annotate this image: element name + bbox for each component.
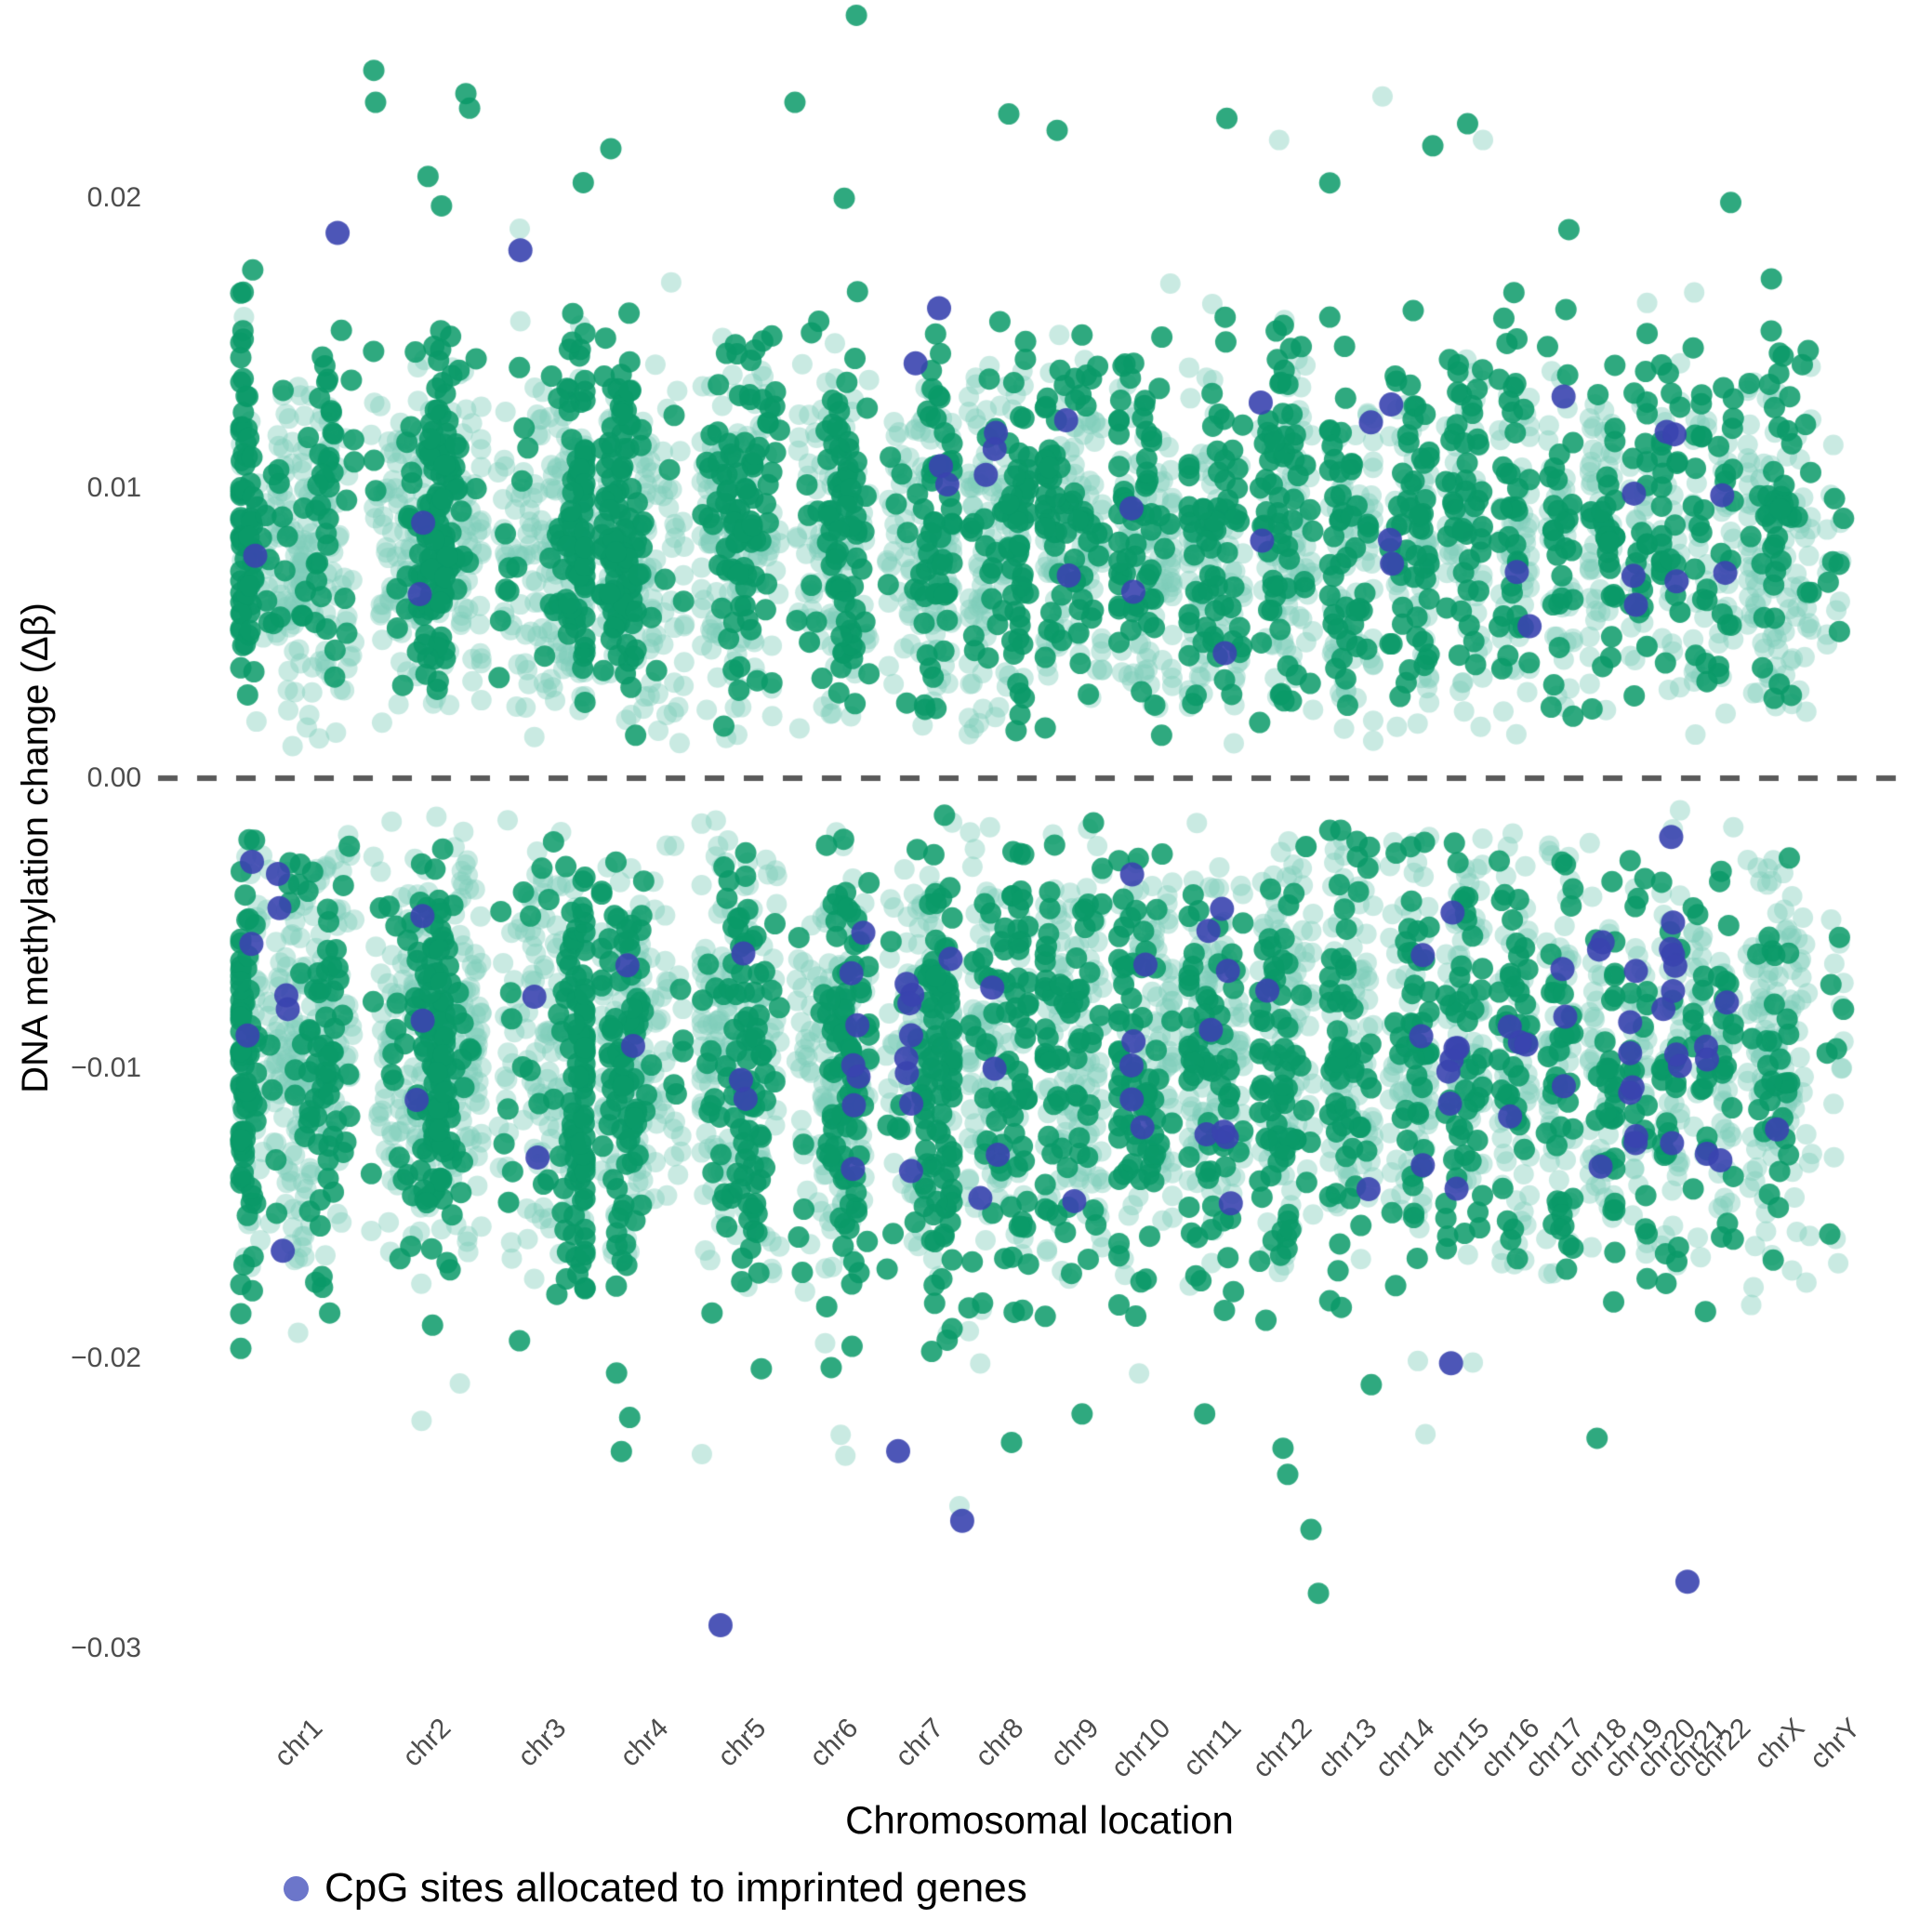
y-tick-label: 0.01 bbox=[86, 472, 141, 503]
x-tick-label: chr7 bbox=[890, 1713, 950, 1773]
x-tick-label: chr13 bbox=[1311, 1713, 1383, 1784]
x-tick-label: chr3 bbox=[512, 1713, 573, 1773]
x-tick-label: chr5 bbox=[711, 1713, 772, 1773]
x-tick-label: chr4 bbox=[614, 1713, 675, 1773]
x-tick-label: chr12 bbox=[1246, 1713, 1317, 1784]
x-axis-title: Chromosomal location bbox=[845, 1798, 1234, 1842]
x-tick-label: chrY bbox=[1804, 1713, 1867, 1775]
x-tick-label: chr10 bbox=[1105, 1713, 1177, 1784]
y-axis-title: DNA methylation change (Δβ) bbox=[15, 602, 56, 1093]
y-tick-label: −0.02 bbox=[71, 1343, 141, 1373]
y-tick-label: −0.01 bbox=[71, 1052, 141, 1083]
x-tick-label: chr1 bbox=[268, 1713, 329, 1773]
x-tick-label: chrX bbox=[1748, 1713, 1811, 1775]
x-tick-label: chr11 bbox=[1177, 1713, 1248, 1782]
x-tick-label: chr15 bbox=[1423, 1713, 1496, 1784]
x-tick-label: chr6 bbox=[803, 1713, 864, 1773]
x-tick-label: chr9 bbox=[1044, 1713, 1105, 1773]
x-tick-label: chr8 bbox=[969, 1713, 1030, 1773]
y-tick-label: 0.02 bbox=[86, 182, 141, 213]
x-tick-label: chr14 bbox=[1369, 1713, 1441, 1784]
y-tick-label: 0.00 bbox=[86, 762, 141, 793]
legend-label: CpG sites allocated to imprinted genes bbox=[324, 1865, 1027, 1911]
y-tick-label: −0.03 bbox=[71, 1633, 141, 1663]
legend: CpG sites allocated to imprinted genes bbox=[284, 1865, 1027, 1912]
x-tick-label: chr2 bbox=[397, 1713, 457, 1773]
scatter-plot-canvas bbox=[0, 0, 1906, 1711]
legend-dot-imprinted bbox=[284, 1875, 309, 1901]
